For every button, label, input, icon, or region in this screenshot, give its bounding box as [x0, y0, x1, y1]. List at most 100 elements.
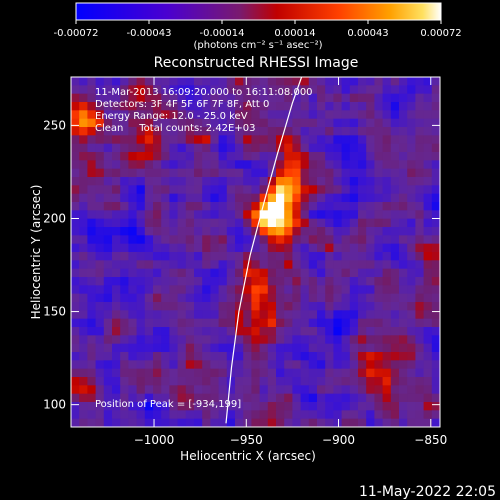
heatmap-cell	[284, 410, 293, 420]
heatmap-cell	[366, 127, 375, 136]
heatmap-cell	[177, 302, 187, 311]
heatmap-cell	[415, 168, 424, 178]
heatmap-cell	[95, 377, 105, 386]
heatmap-cell	[423, 360, 433, 370]
heatmap-cell	[235, 343, 244, 353]
heatmap-cell	[218, 385, 228, 395]
heatmap-cell	[202, 285, 211, 295]
chart-title: Reconstructed RHESSI Image	[154, 55, 359, 71]
heatmap-cell	[71, 343, 80, 353]
heatmap-cell	[218, 85, 228, 95]
heatmap-cell	[136, 285, 146, 295]
heatmap-cell	[112, 85, 121, 95]
heatmap-cell	[112, 177, 121, 186]
heatmap-cell	[415, 218, 424, 228]
heatmap-cell	[358, 277, 367, 286]
peak-position-label: Position of Peak = [-934,199]	[95, 399, 241, 410]
heatmap-cell	[382, 402, 392, 411]
heatmap-cell	[79, 160, 88, 170]
heatmap-cell	[210, 218, 219, 228]
heatmap-cell	[308, 93, 318, 103]
heatmap-cell	[251, 110, 260, 120]
heatmap-cell	[349, 85, 359, 95]
heatmap-cell	[325, 277, 334, 286]
heatmap-cell	[153, 160, 162, 170]
heatmap-cell	[87, 285, 96, 295]
heatmap-cell	[144, 118, 154, 128]
heatmap-cell	[144, 268, 154, 278]
heatmap-cell	[153, 252, 162, 261]
heatmap-cell	[300, 193, 310, 203]
heatmap-cell	[382, 360, 392, 370]
heatmap-cell	[169, 302, 178, 311]
heatmap-cell	[415, 352, 424, 361]
heatmap-cell	[177, 352, 187, 361]
heatmap-cell	[185, 368, 195, 378]
heatmap-cell	[431, 252, 440, 261]
heatmap-cell	[103, 210, 113, 220]
heatmap-cell	[128, 285, 137, 295]
heatmap-cell	[267, 102, 277, 111]
heatmap-cell	[366, 393, 375, 403]
heatmap-cell	[374, 210, 383, 220]
heatmap-cell	[374, 143, 383, 153]
heatmap-cell	[202, 152, 211, 161]
heatmap-cell	[358, 127, 367, 136]
heatmap-cell	[153, 302, 162, 311]
heatmap-cell	[185, 127, 195, 136]
heatmap-cell	[128, 110, 137, 120]
heatmap-cell	[194, 177, 203, 186]
heatmap-cell	[210, 77, 219, 86]
heatmap-cell	[390, 368, 400, 378]
heatmap-cell	[112, 377, 121, 386]
heatmap-cell	[243, 377, 252, 386]
heatmap-cell	[95, 177, 105, 186]
heatmap-cell	[399, 327, 408, 336]
heatmap-cell	[95, 302, 105, 311]
heatmap-cell	[276, 377, 285, 386]
heatmap-cell	[423, 243, 433, 253]
heatmap-cell	[103, 293, 113, 303]
heatmap-cell	[415, 285, 424, 295]
heatmap-cell	[136, 302, 146, 311]
heatmap-cell	[358, 343, 367, 353]
heatmap-cell	[382, 368, 392, 378]
heatmap-cell	[177, 160, 187, 170]
heatmap-cell	[399, 135, 408, 145]
heatmap-cell	[308, 310, 318, 320]
heatmap-cell	[235, 318, 244, 328]
heatmap-cell	[317, 302, 326, 311]
heatmap-cell	[136, 327, 146, 336]
heatmap-cell	[267, 135, 277, 145]
heatmap-cell	[399, 110, 408, 120]
heatmap-cell	[267, 152, 277, 161]
heatmap-cell	[144, 252, 154, 261]
heatmap-cell	[259, 360, 269, 370]
heatmap-cell	[87, 418, 96, 427]
heatmap-cell	[243, 268, 252, 278]
heatmap-cell	[79, 218, 88, 228]
heatmap-cell	[317, 235, 326, 245]
heatmap-cell	[382, 393, 392, 403]
heatmap-cell	[366, 260, 375, 270]
heatmap-cell	[390, 127, 400, 136]
heatmap-cell	[120, 185, 129, 195]
heatmap-cell	[276, 177, 285, 186]
heatmap-cell	[120, 218, 129, 228]
heatmap-cell	[185, 135, 195, 145]
heatmap-cell	[399, 360, 408, 370]
heatmap-cell	[177, 127, 187, 136]
heatmap-cell	[308, 318, 318, 328]
heatmap-cell	[226, 402, 236, 411]
heatmap-cell	[103, 168, 113, 178]
heatmap-cell	[374, 377, 383, 386]
heatmap-cell	[415, 277, 424, 286]
heatmap-cell	[325, 135, 334, 145]
heatmap-cell	[87, 235, 96, 245]
heatmap-cell	[144, 235, 154, 245]
heatmap-cell	[153, 310, 162, 320]
heatmap-cell	[366, 118, 375, 128]
heatmap-cell	[358, 202, 367, 211]
heatmap-cell	[284, 277, 293, 286]
heatmap-cell	[210, 285, 219, 295]
